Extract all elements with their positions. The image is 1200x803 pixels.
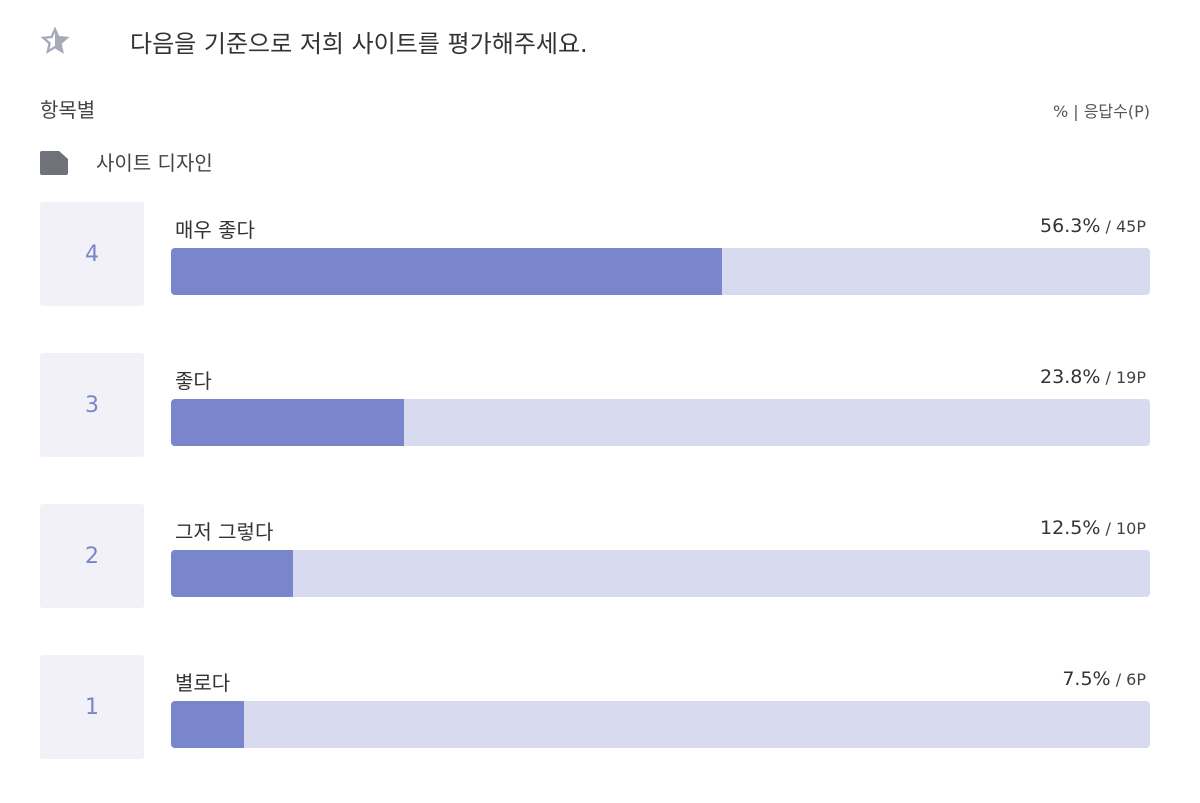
count-label: 10P — [1115, 519, 1146, 538]
count-label: 45P — [1115, 217, 1146, 236]
bar — [171, 248, 723, 295]
score-box: 3 — [40, 353, 144, 457]
result-value: 56.3% / 45P — [1040, 215, 1146, 237]
bar — [171, 550, 294, 597]
category-title: 사이트 디자인 — [96, 151, 213, 175]
percent-label: 23.8% — [1040, 366, 1101, 388]
percent-label: 7.5% — [1062, 668, 1111, 690]
option-label: 그저 그렇다 — [175, 520, 274, 544]
section-label: 항목별 — [40, 98, 96, 122]
score-box: 1 — [40, 655, 144, 759]
bar-track — [171, 701, 1150, 748]
folder-icon — [40, 151, 68, 175]
bar — [171, 399, 404, 446]
count-label: 6P — [1126, 670, 1146, 689]
score-box: 2 — [40, 504, 144, 608]
option-label: 좋다 — [175, 369, 212, 393]
bar — [171, 701, 245, 748]
percent-label: 12.5% — [1040, 517, 1101, 539]
separator: / — [1115, 670, 1122, 689]
legend-text: % | 응답수(P) — [1052, 102, 1150, 121]
result-value: 7.5% / 6P — [1062, 668, 1146, 690]
count-group: / 10P — [1100, 519, 1147, 538]
score-box: 4 — [40, 202, 144, 306]
result-value: 23.8% / 19P — [1040, 366, 1146, 388]
separator: / — [1105, 519, 1111, 538]
option-label: 매우 좋다 — [175, 218, 255, 242]
count-group: / 6P — [1111, 670, 1146, 689]
separator: / — [1105, 368, 1111, 387]
star-icon[interactable] — [40, 27, 70, 55]
count-group: / 19P — [1100, 368, 1147, 387]
page-title: 다음을 기준으로 저희 사이트를 평가해주세요. — [130, 30, 588, 58]
count-label: 19P — [1115, 368, 1146, 387]
bar-track — [171, 399, 1150, 446]
separator: / — [1105, 217, 1111, 236]
result-value: 12.5% / 10P — [1040, 517, 1146, 539]
option-label: 별로다 — [175, 671, 231, 695]
bar-track — [171, 550, 1150, 597]
count-group: / 45P — [1100, 217, 1147, 236]
percent-label: 56.3% — [1040, 215, 1101, 237]
bar-track — [171, 248, 1150, 295]
